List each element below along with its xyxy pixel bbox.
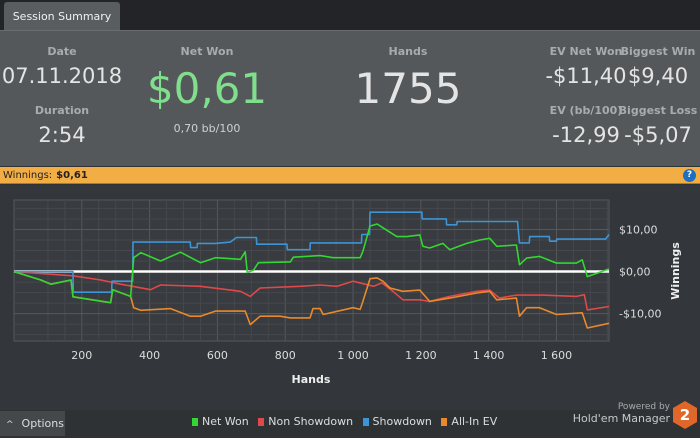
options-label: Options: [21, 417, 64, 430]
winnings-value: $0,61: [56, 170, 88, 181]
date-label: Date: [47, 45, 77, 58]
winnings-label: Winnings:: [3, 170, 53, 181]
ev-bb100-label: EV (bb/100): [549, 104, 623, 117]
net-won-label: Net Won: [180, 45, 234, 58]
legend-label: Net Won: [202, 415, 249, 428]
powered-by: Powered by Hold'em Manager: [573, 402, 670, 425]
hands-value: 1755: [354, 64, 462, 113]
x-tick-label: 1 400: [473, 349, 505, 362]
x-axis-title: Hands: [292, 373, 331, 386]
winnings-bar: Winnings: $0,61 ?: [0, 167, 700, 184]
x-tick-label: 200: [71, 349, 92, 362]
hands-label: Hands: [388, 45, 428, 58]
powered-by-text: Powered by: [617, 402, 670, 412]
chart-legend: Net Won Non Showdown Showdown All-In EV: [186, 415, 497, 428]
legend-item-all-in-ev[interactable]: All-In EV: [435, 415, 497, 428]
x-tick-label: 1 000: [337, 349, 369, 362]
y-tick-label: -$10,00: [619, 308, 661, 321]
biggest-win-value: $9,40: [627, 64, 689, 88]
y-axis-title: Winnings: [669, 242, 682, 300]
legend-label: Non Showdown: [268, 415, 354, 428]
legend-swatch: [192, 418, 198, 426]
biggest-win-label: Biggest Win: [620, 45, 696, 58]
y-tick-label: $0,00: [619, 266, 651, 279]
ev-net-won-value: -$11,40: [545, 64, 627, 88]
brand-name: Hold'em Manager: [572, 412, 670, 425]
x-tick-label: 400: [139, 349, 160, 362]
series-line-showdown: [14, 211, 610, 293]
winnings-chart: 200 400 600 800 1 000 1 200 1 400 1 600 $10,00 $0…: [0, 185, 700, 410]
ev-bb100-value: -12,99: [552, 123, 620, 147]
legend-swatch: [441, 418, 448, 426]
duration-label: Duration: [34, 104, 90, 117]
date-value: 07.11.2018: [1, 64, 123, 88]
x-tick-label: 1 600: [541, 349, 573, 362]
options-button[interactable]: ^ Options: [0, 411, 65, 436]
summary-panel: Date 07.11.2018 Duration 2:54 Net Won $0…: [0, 30, 700, 166]
y-tick-label: $10,00: [619, 223, 658, 236]
question-circle-icon[interactable]: ?: [683, 169, 696, 182]
tab-session-summary[interactable]: Session Summary: [4, 2, 120, 31]
duration-value: 2:54: [38, 123, 86, 147]
legend-item-net-won[interactable]: Net Won: [186, 415, 249, 428]
biggest-loss-value: -$5,07: [624, 123, 692, 147]
biggest-loss-label: Biggest Loss: [618, 104, 698, 117]
chart-svg: 200 400 600 800 1 000 1 200 1 400 1 600 $10,00 $0…: [13, 199, 682, 386]
legend-label: All-In EV: [451, 415, 498, 428]
footer: ^ Options Net Won Non Showdown Showdown A…: [0, 401, 700, 436]
series-line-all-in-ev: [13, 270, 610, 329]
legend-swatch: [258, 418, 265, 426]
series-line-non-showdown: [13, 270, 610, 311]
x-tick-label: 1 200: [405, 349, 437, 362]
series-line-net-won: [13, 223, 610, 304]
x-tick-label: 800: [275, 349, 296, 362]
x-tick-label: 600: [207, 349, 228, 362]
legend-item-showdown[interactable]: Showdown: [357, 415, 432, 428]
legend-swatch: [362, 418, 369, 426]
chevron-up-icon: ^: [6, 420, 14, 430]
net-won-bb100: 0,70 bb/100: [173, 122, 241, 135]
ev-net-won-label: EV Net Won: [549, 45, 623, 58]
legend-item-non-showdown[interactable]: Non Showdown: [252, 415, 353, 428]
tab-bar: Session Summary: [0, 0, 700, 31]
net-won-value: $0,61: [146, 64, 268, 113]
legend-label: Showdown: [372, 415, 432, 428]
